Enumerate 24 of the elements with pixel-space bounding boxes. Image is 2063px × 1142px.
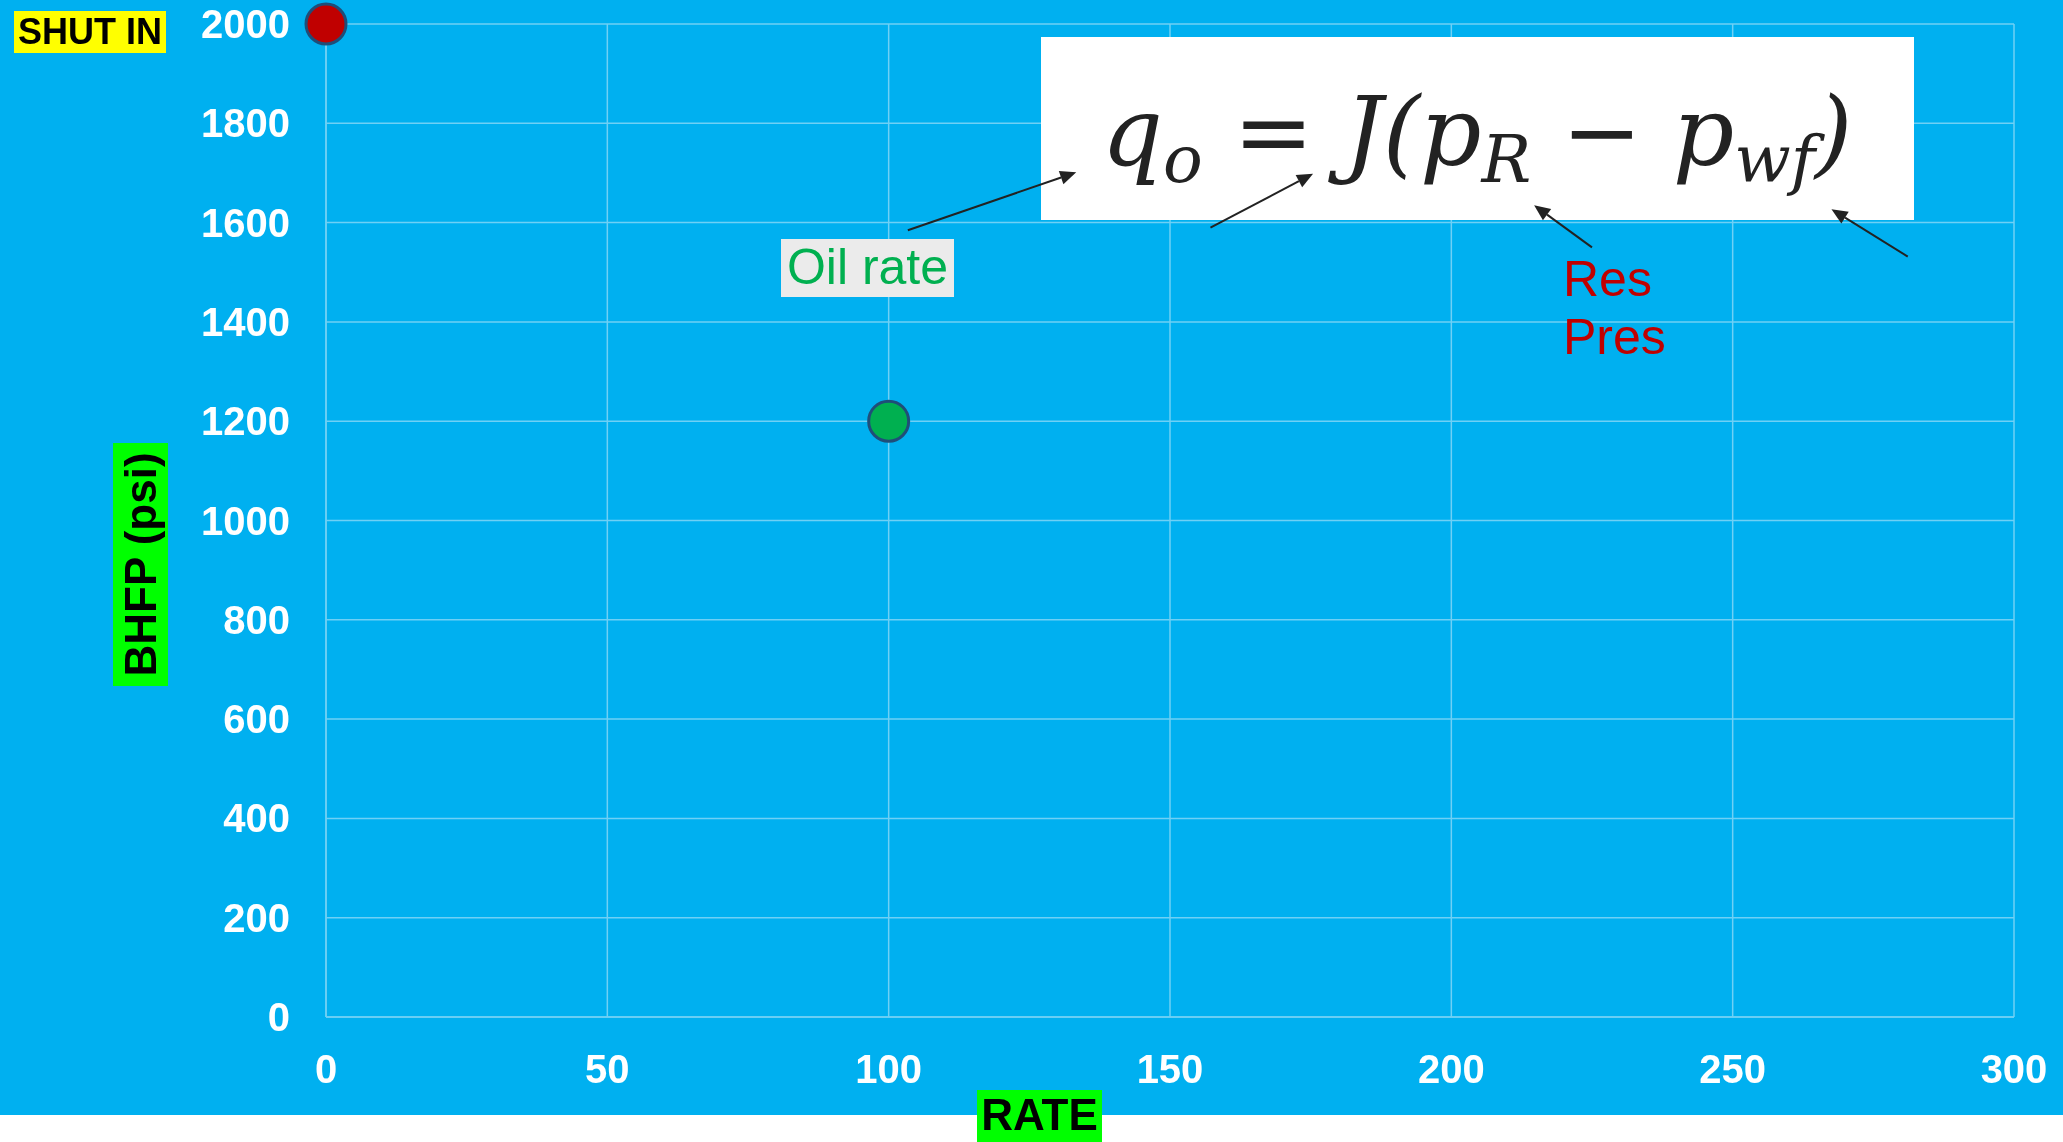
y-tick-label: 800 [223, 597, 290, 642]
annotation: q$_{o}$ = J(p$_{R}$ − p$_{wf}$) [1101, 76, 1853, 198]
y-tick-label: 1600 [201, 200, 290, 245]
y-axis-title: BHFP (psi) [116, 452, 165, 677]
x-tick-label: 250 [1699, 1047, 1767, 1091]
x-tick-label: 200 [1417, 1047, 1485, 1091]
y-tick-label: 1200 [201, 399, 290, 444]
annotation: Oil rate [786, 239, 949, 295]
y-tick-label: 2000 [201, 2, 290, 46]
x-tick-label: 100 [855, 1047, 923, 1091]
x-axis-title: RATE [981, 1090, 1098, 1139]
y-tick-label: 1800 [201, 101, 290, 146]
y-tick-label: 1000 [201, 498, 290, 543]
x-tick-label: 150 [1136, 1047, 1204, 1091]
annotation: Res Pres [1563, 251, 1666, 365]
text: SHUT IN [18, 11, 162, 52]
y-tick-label: 200 [223, 895, 290, 940]
y-tick-label: 0 [267, 995, 290, 1039]
x-tick-label: 0 [314, 1047, 338, 1091]
y-tick-label: 600 [223, 697, 290, 742]
y-tick-label: 1400 [201, 299, 290, 344]
x-tick-label: 300 [1980, 1047, 2048, 1091]
x-tick-label: 50 [585, 1047, 630, 1091]
y-tick-label: 400 [223, 796, 290, 841]
